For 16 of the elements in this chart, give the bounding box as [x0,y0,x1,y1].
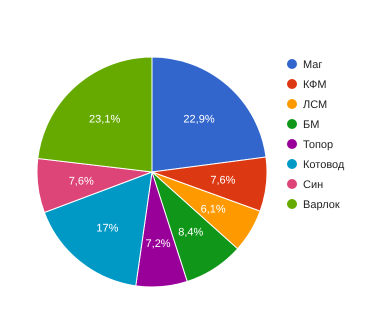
legend-label: Маг [303,58,322,71]
data-label: 6,1% [200,203,226,216]
data-label: 22,9% [183,113,215,126]
legend-label: Топор [303,138,334,151]
legend-label: Котовод [303,158,345,171]
data-label: 17% [96,222,119,234]
legend-label: ЛСМ [303,98,328,111]
legend-label: Варлок [303,198,340,211]
data-label: 23,1% [89,114,120,126]
legend-label: БМ [303,118,320,131]
data-label: 7,6% [68,175,94,188]
data-label: 8,4% [178,226,204,239]
data-label: 7,6% [210,174,236,187]
legend-label: КФМ [303,78,327,91]
data-label: 7,2% [146,238,171,250]
legend-label: Син [303,178,324,191]
